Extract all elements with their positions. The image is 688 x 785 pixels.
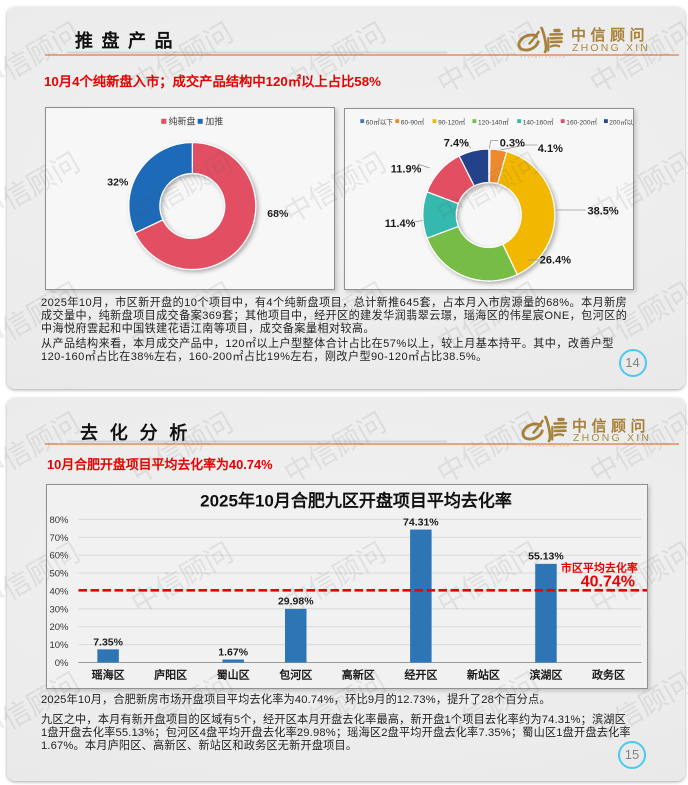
svg-text:38.5%: 38.5% [588,205,619,217]
svg-text:11.4%: 11.4% [385,218,416,230]
svg-text:政务区: 政务区 [592,668,625,682]
svg-text:140-160㎡: 140-160㎡ [523,117,554,126]
svg-text:60%: 60% [49,551,69,562]
svg-text:包河区: 包河区 [278,668,312,682]
svg-text:30%: 30% [49,604,69,615]
svg-text:29.98%: 29.98% [277,596,313,608]
svg-text:2025年10月合肥九区开盘项目平均去化率: 2025年10月合肥九区开盘项目平均去化率 [200,491,512,511]
svg-text:1.67%: 1.67% [218,646,248,658]
svg-text:市区平均去化率: 市区平均去化率 [561,561,638,575]
svg-text:70%: 70% [49,533,69,544]
svg-text:80%: 80% [49,515,69,526]
svg-text:新站区: 新站区 [466,668,499,682]
svg-text:加推: 加推 [205,116,223,127]
svg-text:庐阳区: 庐阳区 [154,668,187,682]
svg-text:60-90㎡: 60-90㎡ [401,117,425,126]
svg-text:0%: 0% [54,658,68,669]
svg-text:40.74%: 40.74% [580,574,634,591]
svg-text:7.4%: 7.4% [444,137,469,149]
svg-text:20%: 20% [49,622,69,633]
svg-text:50%: 50% [49,569,69,580]
svg-text:55.13%: 55.13% [528,551,564,563]
svg-text:68%: 68% [267,208,289,220]
svg-text:瑶海区: 瑶海区 [91,668,124,682]
svg-text:32%: 32% [107,177,129,189]
svg-text:纯新盘: 纯新盘 [168,116,195,127]
svg-text:经开区: 经开区 [404,668,437,682]
svg-text:10%: 10% [49,640,69,651]
svg-text:4.1%: 4.1% [538,143,563,155]
svg-text:74.31%: 74.31% [403,516,439,528]
svg-text:滨湖区: 滨湖区 [529,668,562,682]
svg-text:z h o n g x i n g r o u p: z h o n g x i n g r o u p [521,55,566,59]
svg-text:160-200㎡: 160-200㎡ [566,117,597,126]
svg-text:7.35%: 7.35% [93,636,123,648]
svg-text:11.9%: 11.9% [391,163,422,175]
svg-text:40%: 40% [49,586,69,597]
svg-text:0.3%: 0.3% [500,137,525,149]
svg-text:90-120㎡: 90-120㎡ [438,117,466,126]
svg-text:高新区: 高新区 [341,668,374,682]
svg-text:60㎡以下: 60㎡以下 [366,117,394,126]
svg-text:z h o n g x i n g r o u p: z h o n g x i n g r o u p [525,444,570,448]
svg-text:26.4%: 26.4% [540,254,571,266]
svg-text:蜀山区: 蜀山区 [216,668,249,682]
svg-text:120-140㎡: 120-140㎡ [478,117,509,126]
svg-text:200㎡以上: 200㎡以上 [609,117,633,126]
